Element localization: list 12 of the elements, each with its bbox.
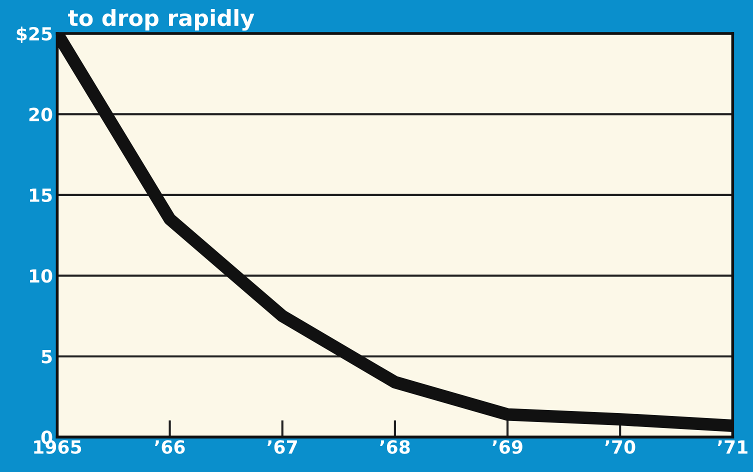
x-tick-label: ’69 <box>492 440 522 454</box>
y-tick-label: $25 <box>16 26 52 44</box>
y-tick-label: 20 <box>29 108 52 122</box>
y-tick-label: 5 <box>42 350 52 364</box>
x-tick-label: ’67 <box>268 440 297 454</box>
y-tick-label: 10 <box>30 269 52 283</box>
x-tick-label: ’66 <box>154 440 185 454</box>
x-tick-label: ’70 <box>605 440 636 454</box>
chart-title: to drop rapidly <box>68 9 254 31</box>
x-tick-label: ’71 <box>718 440 748 454</box>
x-tick-label: ’68 <box>380 440 410 454</box>
y-tick-label: 15 <box>30 188 52 202</box>
